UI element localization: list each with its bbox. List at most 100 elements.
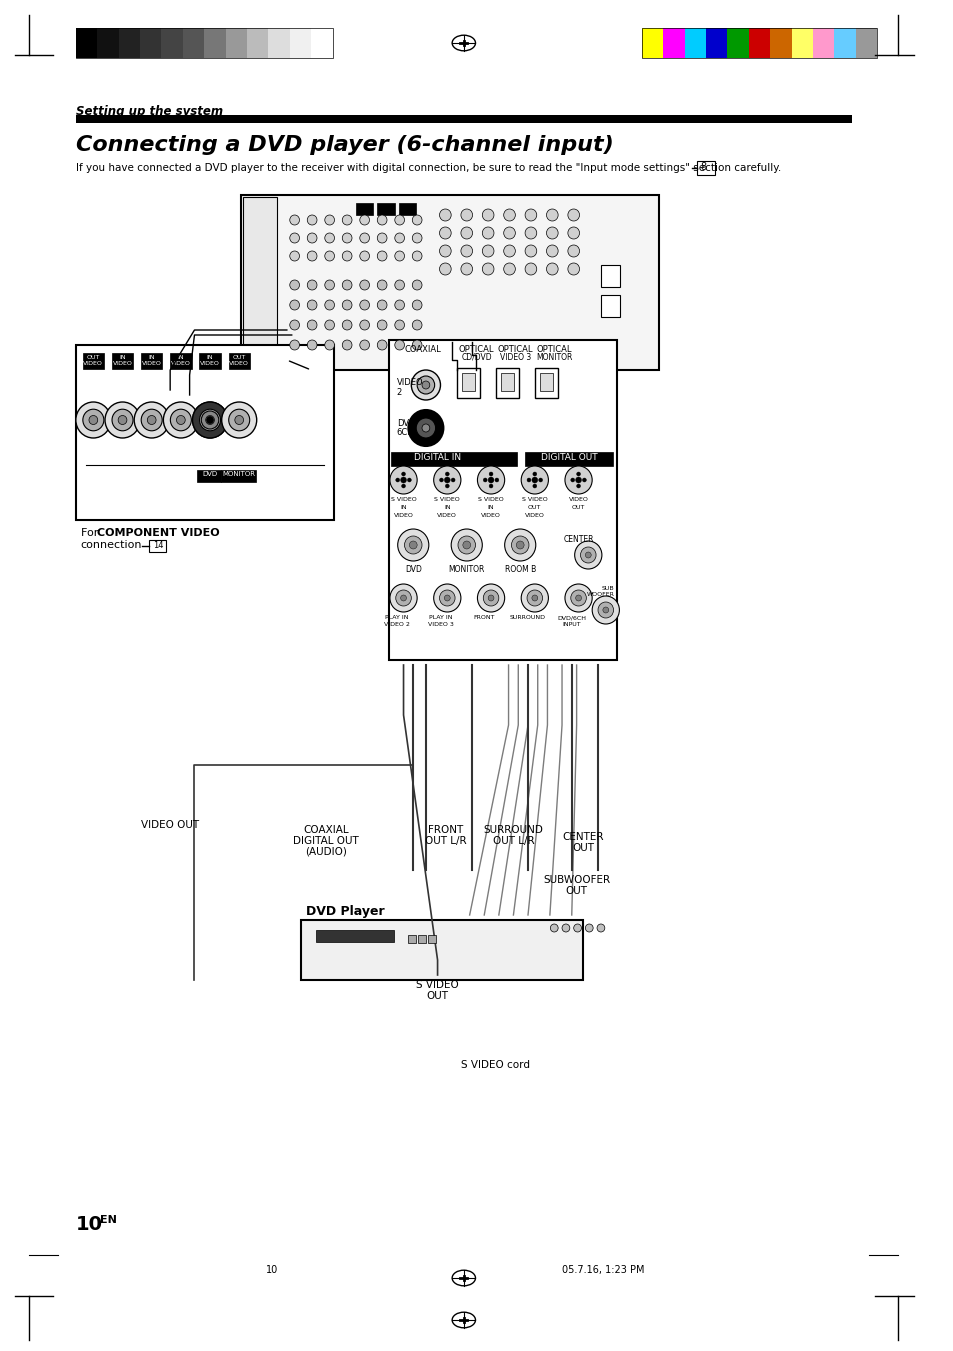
- Bar: [97, 28, 118, 58]
- Circle shape: [460, 209, 472, 222]
- Bar: [225, 28, 247, 58]
- Circle shape: [460, 227, 472, 239]
- Bar: [247, 28, 268, 58]
- Bar: [140, 28, 161, 58]
- Bar: [204, 28, 225, 58]
- Circle shape: [495, 478, 498, 482]
- Circle shape: [546, 245, 558, 257]
- Circle shape: [503, 263, 515, 276]
- Text: VIDEO: VIDEO: [524, 513, 544, 517]
- Text: S VIDEO: S VIDEO: [390, 497, 416, 503]
- Text: VIDEO 3: VIDEO 3: [427, 621, 453, 627]
- Circle shape: [376, 215, 387, 226]
- Bar: [524, 453, 612, 466]
- Text: For: For: [81, 528, 101, 538]
- Circle shape: [359, 320, 369, 330]
- Circle shape: [520, 584, 548, 612]
- Circle shape: [342, 280, 352, 290]
- Bar: [417, 935, 425, 943]
- Circle shape: [488, 594, 494, 601]
- Text: VIDEO: VIDEO: [83, 361, 103, 366]
- Text: SUBWOOFER: SUBWOOFER: [542, 875, 610, 885]
- Circle shape: [397, 530, 428, 561]
- Text: S VIDEO: S VIDEO: [521, 497, 547, 503]
- Circle shape: [489, 471, 493, 476]
- Circle shape: [503, 209, 515, 222]
- Circle shape: [105, 403, 140, 438]
- Circle shape: [574, 540, 601, 569]
- Circle shape: [570, 478, 574, 482]
- Text: ROOM B: ROOM B: [504, 565, 536, 574]
- Circle shape: [511, 536, 528, 554]
- Circle shape: [234, 416, 243, 424]
- Text: MONITOR: MONITOR: [222, 471, 255, 477]
- Bar: [389, 340, 617, 661]
- Text: DIGITAL OUT: DIGITAL OUT: [540, 453, 597, 462]
- Circle shape: [488, 477, 494, 484]
- Bar: [76, 345, 334, 520]
- Text: VIDEO: VIDEO: [171, 361, 191, 366]
- Bar: [456, 367, 480, 399]
- Circle shape: [395, 320, 404, 330]
- Circle shape: [445, 484, 449, 488]
- Text: IN: IN: [177, 355, 184, 359]
- Circle shape: [533, 484, 537, 488]
- Circle shape: [524, 263, 537, 276]
- Circle shape: [400, 477, 406, 484]
- Circle shape: [483, 478, 487, 482]
- Bar: [496, 367, 518, 399]
- Bar: [427, 935, 436, 943]
- Circle shape: [412, 300, 421, 309]
- Circle shape: [359, 251, 369, 261]
- Bar: [220, 470, 255, 482]
- Circle shape: [376, 320, 387, 330]
- Circle shape: [163, 403, 198, 438]
- Circle shape: [444, 594, 450, 601]
- Circle shape: [439, 263, 451, 276]
- Circle shape: [395, 340, 404, 350]
- Circle shape: [395, 251, 404, 261]
- Text: IN: IN: [149, 355, 154, 359]
- Circle shape: [307, 340, 316, 350]
- Circle shape: [290, 340, 299, 350]
- Circle shape: [462, 540, 470, 549]
- Ellipse shape: [452, 1270, 475, 1286]
- Circle shape: [489, 484, 493, 488]
- Circle shape: [483, 590, 498, 607]
- Text: VIDEO: VIDEO: [436, 513, 456, 517]
- Text: SUB
WOOFER: SUB WOOFER: [586, 586, 614, 597]
- Circle shape: [597, 924, 604, 932]
- Bar: [408, 935, 416, 943]
- Circle shape: [290, 251, 299, 261]
- Circle shape: [193, 403, 228, 438]
- Circle shape: [439, 227, 451, 239]
- Circle shape: [532, 477, 537, 484]
- Circle shape: [118, 416, 127, 424]
- Circle shape: [482, 227, 494, 239]
- Bar: [183, 28, 204, 58]
- Circle shape: [290, 300, 299, 309]
- Text: OUT: OUT: [233, 355, 246, 359]
- Circle shape: [76, 403, 111, 438]
- Circle shape: [532, 594, 537, 601]
- Bar: [600, 295, 619, 317]
- Circle shape: [582, 478, 586, 482]
- Circle shape: [516, 540, 523, 549]
- Circle shape: [307, 232, 316, 243]
- Text: DVD/
6CH: DVD/ 6CH: [396, 417, 417, 438]
- Text: 8: 8: [700, 162, 705, 172]
- Circle shape: [324, 232, 335, 243]
- Bar: [500, 373, 514, 390]
- Bar: [791, 28, 812, 58]
- Circle shape: [598, 603, 613, 617]
- Circle shape: [359, 300, 369, 309]
- Text: DVD/6CH: DVD/6CH: [557, 615, 586, 620]
- Circle shape: [390, 584, 416, 612]
- Circle shape: [290, 232, 299, 243]
- Circle shape: [147, 416, 156, 424]
- Text: S VIDEO: S VIDEO: [416, 979, 458, 990]
- Bar: [83, 353, 104, 369]
- Bar: [76, 28, 333, 58]
- Circle shape: [520, 466, 548, 494]
- Circle shape: [451, 530, 482, 561]
